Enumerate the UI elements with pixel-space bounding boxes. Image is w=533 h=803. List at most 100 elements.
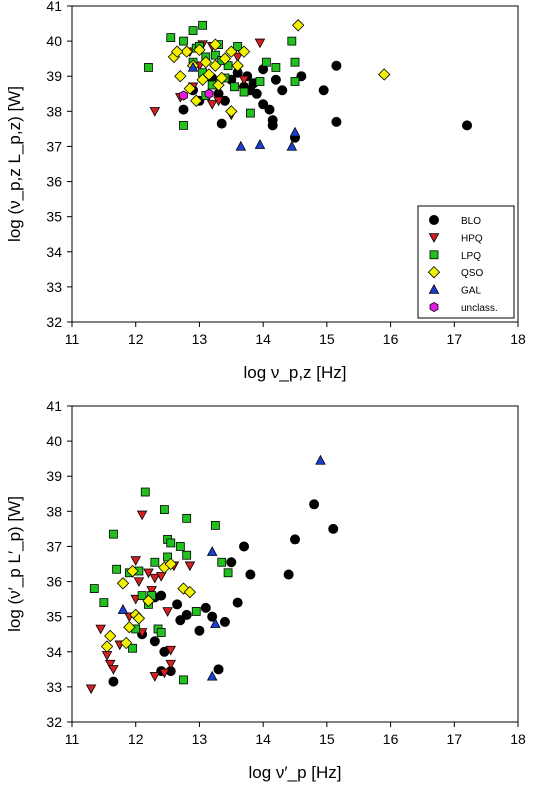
data-point-blo — [328, 523, 339, 534]
data-point-blo — [264, 104, 275, 115]
data-point-qso — [215, 71, 228, 85]
data-point-lpq — [150, 557, 160, 567]
legend-label-lpq: LPQ — [461, 251, 481, 262]
data-point-blo — [462, 120, 473, 131]
data-point-qso — [209, 59, 222, 72]
x-tick-label: 14 — [255, 331, 271, 347]
y-tick-label: 39 — [46, 468, 62, 484]
data-point-blo — [200, 602, 211, 613]
data-point-hpq — [254, 38, 266, 49]
data-point-gal — [206, 670, 218, 681]
legend: BLO HPQ LPQ QSO GAL unclass. — [417, 205, 515, 319]
data-point-qso — [100, 640, 114, 653]
data-point-lpq — [179, 675, 188, 685]
data-point-blo — [283, 569, 294, 580]
data-point-qso — [209, 38, 222, 51]
data-point-blo — [239, 541, 250, 552]
y-tick-label: 38 — [46, 503, 62, 519]
data-point-qso — [218, 52, 232, 65]
data-point-qso — [190, 94, 203, 107]
y-tick-label: 40 — [46, 33, 62, 49]
legend-marker-unclass — [429, 301, 439, 313]
data-point-gal — [254, 139, 266, 149]
data-point-gal — [206, 546, 218, 556]
series-gal — [187, 61, 301, 151]
data-point-hpq — [130, 556, 141, 566]
data-point-hpq — [149, 672, 161, 682]
data-point-blo — [245, 569, 256, 580]
data-point-blo — [172, 599, 183, 610]
data-point-qso — [183, 82, 197, 95]
data-point-hpq — [162, 607, 173, 617]
data-point-lpq — [89, 584, 99, 593]
x-tick-label: 13 — [192, 731, 208, 747]
data-point-blo — [232, 597, 243, 608]
y-tick-label: 40 — [46, 433, 62, 449]
y-tick-label: 33 — [46, 679, 62, 695]
data-point-blo — [216, 118, 227, 129]
data-point-qso — [142, 594, 155, 608]
legend-label-blo: BLO — [461, 216, 481, 227]
data-point-qso — [104, 629, 117, 643]
y-axis-label: log (ν_p,z L_p,z) [W] — [5, 86, 24, 242]
data-point-lpq — [210, 50, 220, 60]
x-tick-label: 14 — [255, 731, 271, 747]
data-point-qso — [225, 45, 238, 58]
y-tick-label: 33 — [46, 279, 62, 295]
data-point-gal — [187, 61, 199, 72]
data-point-lpq — [163, 552, 172, 562]
data-point-hpq — [232, 52, 243, 63]
data-point-hpq — [136, 510, 148, 521]
data-point-lpq — [166, 538, 176, 548]
data-point-qso — [378, 68, 391, 81]
data-point-unclass — [179, 90, 188, 101]
data-point-blo — [331, 60, 342, 71]
scatter-chart-top: 11 12 13 14 15 16 17 18 32 33 34 35 36 37 38 39 40 41 log … — [5, 0, 526, 382]
data-point-blo — [149, 636, 160, 647]
plot-frame — [71, 405, 519, 723]
x-tick-label: 11 — [65, 331, 80, 347]
data-point-hpq — [146, 586, 157, 596]
data-point-blo — [219, 616, 230, 627]
y-tick-label: 34 — [46, 244, 62, 260]
data-point-lpq — [179, 120, 188, 130]
data-point-lpq — [191, 606, 201, 616]
data-point-blo — [331, 116, 342, 127]
data-point-qso — [237, 45, 251, 58]
data-point-qso — [199, 56, 212, 69]
series-unclass — [179, 88, 214, 101]
data-point-lpq — [230, 82, 239, 92]
data-point-lpq — [261, 57, 271, 67]
x-tick-label: 18 — [510, 731, 526, 747]
x-tick-label: 16 — [383, 731, 399, 747]
data-point-qso — [183, 585, 197, 599]
data-point-hpq — [149, 107, 161, 117]
data-point-lpq — [175, 542, 185, 551]
data-point-blo — [175, 615, 186, 626]
x-tick-label: 17 — [446, 331, 462, 347]
data-point-lpq — [239, 87, 249, 97]
x-tick-label: 16 — [383, 331, 399, 347]
data-point-hpq — [101, 651, 113, 661]
data-point-hpq — [206, 100, 218, 110]
data-point-hpq — [159, 668, 170, 679]
chart-panel-top: 11 12 13 14 15 16 17 18 32 33 34 35 36 37 38 39 40 41 log … — [0, 0, 533, 400]
data-point-qso — [231, 59, 244, 72]
y-tick-label: 35 — [46, 209, 62, 225]
data-point-hpq — [104, 659, 116, 670]
data-point-lpq — [255, 77, 265, 86]
x-tick-label: 12 — [128, 731, 144, 747]
legend-label-hpq: HPQ — [461, 233, 483, 244]
y-tick-label: 41 — [46, 400, 62, 414]
data-point-blo — [309, 499, 320, 510]
data-point-lpq — [210, 520, 220, 530]
x-axis-label: log ν_p,z [Hz] — [244, 363, 347, 382]
data-point-lpq — [198, 20, 208, 30]
data-point-blo — [178, 104, 189, 115]
data-point-lpq — [182, 513, 192, 523]
y-tick-label: 41 — [46, 0, 62, 14]
data-point-qso — [180, 45, 193, 58]
data-point-hpq — [155, 572, 167, 582]
data-point-blo — [267, 120, 278, 131]
x-tick-label: 15 — [319, 331, 335, 347]
